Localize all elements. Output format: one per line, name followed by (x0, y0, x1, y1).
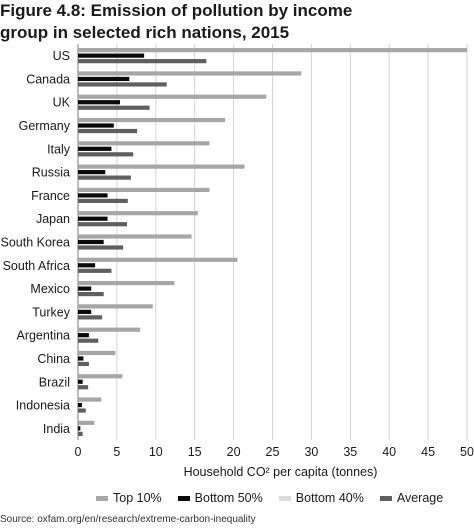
y-tick-label-mexico: Mexico (30, 282, 70, 296)
y-tick-label-russia: Russia (32, 166, 70, 180)
bar-brazil-bottom-50- (78, 379, 83, 384)
bar-south-africa-top-10- (78, 257, 238, 262)
bar-france-average (78, 198, 128, 204)
bar-south-korea-top-10- (78, 234, 192, 239)
y-tick-label-france: France (31, 189, 70, 203)
bar-italy-bottom-50- (78, 146, 112, 151)
y-tick-label-uk: UK (53, 96, 71, 110)
y-tick-label-south-korea: South Korea (1, 236, 71, 250)
bar-south-africa-average (78, 268, 112, 273)
bar-argentina-bottom-50- (78, 333, 89, 338)
bar-france-top-10- (78, 187, 210, 193)
y-tick-label-turkey: Turkey (32, 305, 70, 319)
bar-germany-top-10- (78, 117, 226, 123)
y-tick-label-china: China (37, 352, 70, 366)
y-tick-label-brazil: Brazil (39, 375, 70, 389)
x-tick-label-20: 20 (227, 445, 241, 459)
bar-russia-bottom-50- (78, 170, 106, 175)
bar-mexico-average (78, 291, 104, 297)
legend-label-bottom-40-: Bottom 40% (295, 491, 364, 505)
bar-india-top-10- (78, 420, 95, 425)
y-tick-label-argentina: Argentina (16, 329, 70, 343)
chart-title: Figure 4.8: Emission of pollution by inc… (0, 0, 470, 44)
legend-label-bottom-50-: Bottom 50% (194, 491, 263, 505)
bar-us-average (78, 59, 207, 64)
bar-india-bottom-50- (78, 426, 81, 431)
legend-swatch-top-10- (96, 495, 108, 501)
y-tick-label-indonesia: Indonesia (16, 399, 70, 413)
bar-china-bottom-50- (78, 356, 84, 361)
bar-canada-top-10- (78, 71, 302, 76)
chart-title-line-2: group in selected rich nations, 2015 (0, 23, 290, 42)
y-tick-label-us: US (53, 49, 70, 63)
legend-item-bottom-40-: Bottom 40% (278, 491, 364, 505)
bar-uk-top-10- (78, 94, 267, 99)
x-tick-label-30: 30 (304, 445, 318, 459)
bar-indonesia-top-10- (78, 397, 102, 402)
bar-uk-bottom-50- (78, 100, 121, 105)
bar-brazil-average (78, 385, 89, 390)
bar-japan-average (78, 222, 128, 227)
bar-france-bottom-50- (78, 193, 108, 198)
bar-south-korea-average (78, 245, 124, 250)
bar-indonesia-bottom-50- (78, 402, 82, 408)
legend-label-average: Average (396, 491, 444, 505)
x-tick-label-50: 50 (460, 445, 474, 459)
bar-brazil-top-10- (78, 374, 123, 379)
bar-south-korea-bottom-50- (78, 239, 104, 245)
bar-mexico-bottom-50- (78, 286, 92, 291)
bar-turkey-bottom-50- (78, 309, 92, 314)
bar-china-top-10- (78, 350, 116, 356)
x-axis-label: Household CO² per capita (tonnes) (184, 465, 378, 479)
x-tick-label-0: 0 (75, 445, 82, 459)
bar-italy-top-10- (78, 141, 210, 146)
bar-japan-bottom-50- (78, 216, 108, 221)
bar-indonesia-average (78, 408, 86, 413)
bar-argentina-average (78, 338, 99, 343)
x-tick-label-40: 40 (382, 445, 396, 459)
bar-mexico-top-10- (78, 280, 175, 286)
y-tick-label-south-africa: South Africa (3, 259, 70, 273)
legend-item-average: Average (379, 491, 444, 505)
y-tick-label-germany: Germany (19, 119, 71, 133)
bar-south-africa-bottom-50- (78, 263, 96, 268)
legend-swatch-bottom-50- (177, 495, 190, 501)
bar-turkey-top-10- (78, 304, 153, 309)
legend-swatch-bottom-40- (278, 495, 291, 501)
bar-turkey-average (78, 315, 103, 320)
chart-title-line-1: Figure 4.8: Emission of pollution by inc… (0, 1, 353, 20)
y-tick-label-italy: Italy (47, 142, 71, 156)
legend-item-bottom-50-: Bottom 50% (177, 491, 263, 505)
y-tick-label-japan: Japan (36, 212, 70, 226)
bar-argentina-top-10- (78, 327, 141, 332)
bar-canada-average (78, 82, 167, 87)
x-tick-label-5: 5 (113, 445, 120, 459)
legend-swatch-average (379, 495, 392, 501)
x-tick-label-25: 25 (266, 445, 280, 459)
legend-item-top-10-: Top 10% (96, 491, 162, 505)
bar-germany-bottom-50- (78, 123, 114, 128)
x-tick-label-10: 10 (149, 445, 163, 459)
bar-india-average (78, 431, 83, 436)
bar-uk-average (78, 105, 150, 110)
x-tick-label-35: 35 (343, 445, 357, 459)
legend-label-top-10-: Top 10% (113, 491, 162, 505)
bar-russia-average (78, 175, 131, 180)
bar-us-bottom-50- (78, 53, 145, 58)
source-note: Source: oxfam.org/en/research/extreme-ca… (0, 514, 256, 525)
x-tick-label-15: 15 (188, 445, 202, 459)
bar-japan-top-10- (78, 211, 198, 216)
bar-china-average (78, 361, 89, 367)
y-tick-label-india: India (43, 422, 70, 436)
bar-russia-top-10- (78, 164, 245, 169)
x-tick-label-45: 45 (421, 445, 435, 459)
y-tick-label-canada: Canada (26, 72, 70, 86)
bar-italy-average (78, 152, 134, 157)
chart-legend: Top 10% Bottom 50% Bottom 40% Average (96, 491, 466, 505)
bar-canada-bottom-50- (78, 76, 130, 82)
bar-germany-average (78, 128, 138, 134)
bar-us-top-10- (78, 48, 467, 53)
